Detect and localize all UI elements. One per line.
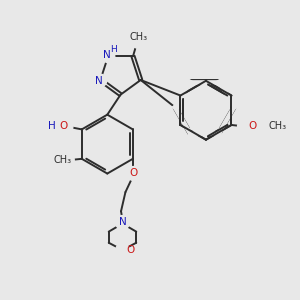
Text: O: O — [129, 168, 137, 178]
Text: O: O — [59, 121, 68, 131]
Text: CH₃: CH₃ — [130, 32, 148, 42]
Text: H: H — [110, 45, 117, 54]
Text: CH₃: CH₃ — [269, 122, 287, 131]
Text: O: O — [248, 122, 256, 131]
Text: CH₃: CH₃ — [53, 155, 71, 165]
Text: O: O — [127, 245, 135, 255]
Text: H: H — [48, 121, 56, 131]
Text: N: N — [95, 76, 103, 86]
Text: N: N — [118, 217, 126, 226]
Text: N: N — [103, 50, 110, 60]
